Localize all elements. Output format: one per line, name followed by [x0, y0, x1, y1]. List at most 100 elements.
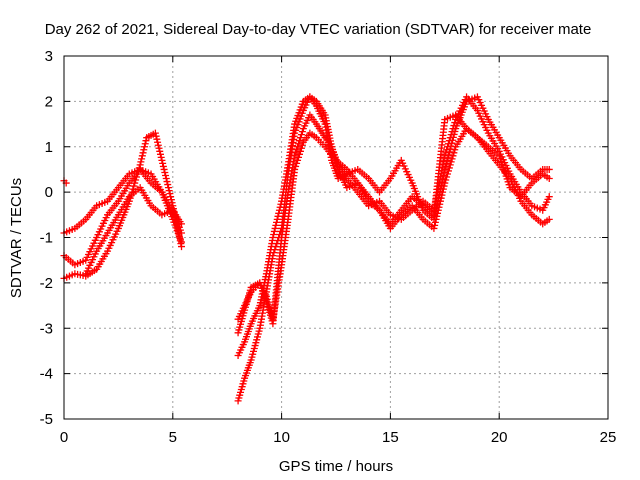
data-point [545, 175, 553, 183]
data-point [295, 150, 303, 158]
data-point [451, 119, 459, 127]
data-point [136, 161, 144, 169]
data-point [430, 224, 438, 232]
data-point [167, 196, 175, 204]
data-point [273, 215, 281, 223]
data-point [139, 149, 147, 157]
data-point [162, 175, 170, 183]
data-point [294, 156, 302, 164]
x-axis-label: GPS time / hours [279, 458, 393, 475]
data-point [140, 146, 148, 154]
data-point [442, 149, 450, 157]
data-point [156, 147, 164, 155]
series-track-8 [234, 93, 553, 328]
data-point [164, 184, 172, 192]
x-tick-label: 15 [382, 429, 399, 446]
data-point [141, 143, 149, 151]
data-point [142, 137, 150, 145]
y-tick-label: -2 [40, 275, 53, 292]
data-point [162, 171, 170, 179]
data-point [270, 230, 278, 238]
data-point [154, 138, 162, 146]
y-tick-label: 2 [45, 93, 53, 110]
data-point [159, 159, 167, 167]
data-point [446, 161, 454, 169]
data-point [163, 178, 171, 186]
data-point [164, 181, 172, 189]
y-tick-label: -5 [40, 411, 53, 428]
data-point [443, 146, 451, 154]
data-point [178, 243, 186, 251]
data-point [545, 165, 553, 173]
data-point [545, 193, 553, 201]
data-point [161, 168, 169, 176]
data-point [134, 167, 142, 175]
data-point [160, 165, 168, 173]
data-point [135, 164, 143, 172]
data-point [297, 131, 305, 139]
data-point [450, 122, 458, 130]
data-point [291, 152, 299, 160]
data-point [295, 140, 303, 148]
data-point [272, 221, 280, 229]
data-point [441, 152, 449, 160]
data-point [296, 147, 304, 155]
y-tick-label: -1 [40, 230, 53, 247]
y-axis-label: SDTVAR / TECUs [8, 178, 25, 298]
data-point [159, 162, 167, 170]
data-point [292, 162, 300, 170]
x-tick-label: 25 [600, 429, 617, 446]
y-tick-label: -3 [40, 320, 53, 337]
data-point [444, 140, 452, 148]
data-point [295, 137, 303, 145]
data-point [446, 134, 454, 142]
series-track-9 [234, 111, 553, 337]
data-point [155, 144, 163, 152]
data-point [138, 155, 146, 163]
data-point [292, 149, 300, 157]
data-point [137, 158, 145, 166]
data-point [165, 187, 173, 195]
data-point [154, 141, 162, 149]
y-tick-label: -4 [40, 366, 53, 383]
series-track-5 [60, 177, 70, 187]
x-tick-label: 0 [60, 429, 68, 446]
data-point [167, 193, 175, 201]
data-point [168, 199, 176, 207]
data-point [133, 173, 141, 181]
data-point [156, 150, 164, 158]
data-point [297, 144, 305, 152]
data-point [293, 146, 301, 154]
data-point [153, 135, 161, 143]
data-point [133, 170, 141, 178]
data-points [60, 93, 553, 405]
data-point [131, 179, 139, 187]
y-tick-label: 0 [45, 184, 53, 201]
data-point [448, 155, 456, 163]
data-point [157, 153, 165, 161]
data-point [298, 141, 306, 149]
data-point [431, 221, 439, 229]
data-point [444, 167, 452, 175]
data-point [443, 173, 451, 181]
data-point [450, 149, 458, 157]
data-point [275, 206, 283, 214]
x-tick-label: 20 [491, 429, 508, 446]
data-point [166, 190, 174, 198]
data-point [158, 156, 166, 164]
grid [64, 56, 608, 419]
series-track-4 [82, 184, 186, 278]
data-point [448, 128, 456, 136]
data-point [449, 125, 457, 133]
data-point [445, 164, 453, 172]
data-point [295, 153, 303, 161]
x-tick-label: 5 [169, 429, 177, 446]
data-point [451, 146, 459, 154]
series-track-6 [234, 93, 553, 405]
data-point [273, 218, 281, 226]
data-point [151, 129, 159, 137]
data-point [291, 165, 299, 173]
data-point [294, 143, 302, 151]
x-tick-label: 10 [273, 429, 290, 446]
data-point [132, 176, 140, 184]
